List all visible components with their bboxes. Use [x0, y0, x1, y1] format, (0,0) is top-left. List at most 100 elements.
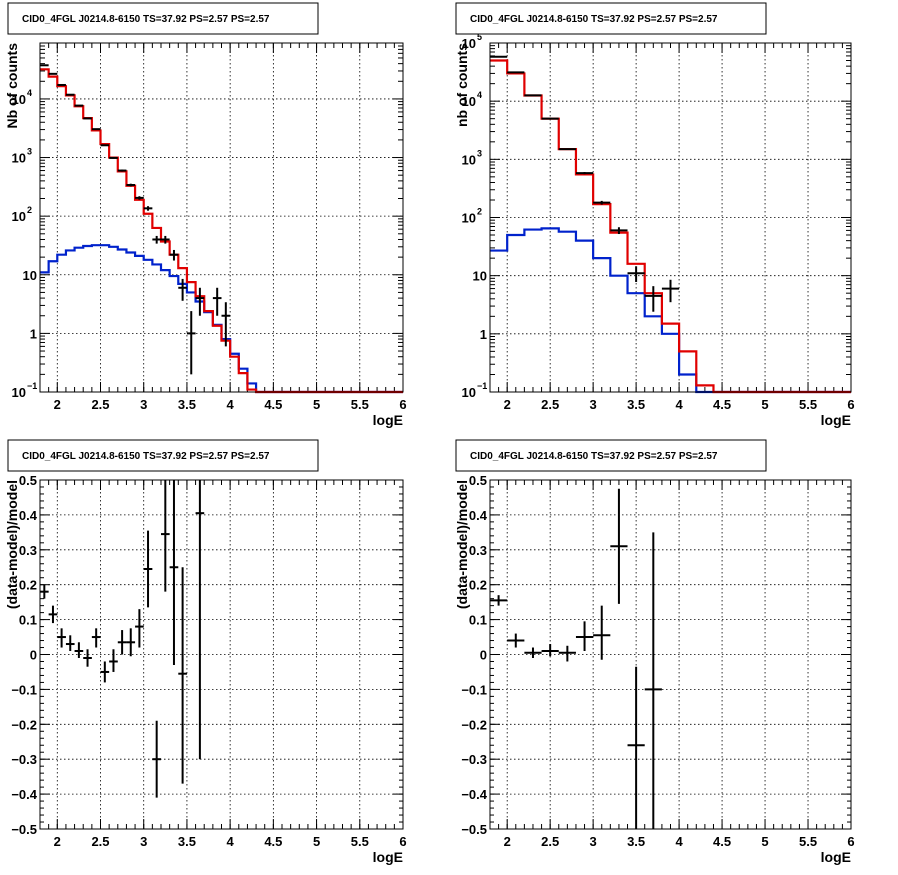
- data-point: [152, 720, 161, 798]
- data-point: [627, 666, 645, 829]
- data-point: [610, 227, 628, 235]
- x-axis-title: logE: [373, 412, 403, 428]
- y-tick-label: 10: [12, 151, 26, 166]
- y-tick-label: 0.3: [469, 543, 487, 558]
- x-tick-label: 4: [227, 834, 235, 849]
- x-axis-title: logE: [373, 849, 403, 865]
- data-point: [593, 200, 611, 205]
- y-tick-exponent: 5: [477, 32, 482, 42]
- data-point: [48, 605, 58, 624]
- y-tick-label: 1: [30, 326, 37, 341]
- data-point: [135, 196, 144, 200]
- data-point: [143, 206, 153, 211]
- x-tick-label: 4.5: [713, 397, 731, 412]
- data-point: [186, 311, 196, 375]
- y-tick-label: −0.5: [461, 822, 487, 837]
- data-point: [169, 480, 179, 665]
- x-tick-label: 5: [761, 834, 768, 849]
- y-tick-exponent: 2: [477, 207, 482, 217]
- x-tick-label: 3: [590, 397, 597, 412]
- chart-title: CID0_4FGL J0214.8-6150 TS=37.92 PS=2.57 …: [22, 451, 270, 462]
- title-box: [7, 2, 319, 35]
- x-tick-label: 6: [399, 834, 406, 849]
- component-model-histogram: [40, 244, 403, 394]
- data-point: [661, 279, 680, 303]
- y-tick-exponent: −1: [477, 381, 487, 391]
- data-point: [91, 628, 101, 648]
- x-tick-label: 3: [590, 834, 597, 849]
- total-model-histogram: [490, 59, 851, 394]
- plot-frame: [39, 42, 404, 393]
- data-point: [109, 156, 118, 159]
- title-box: [455, 439, 767, 472]
- data-point: [593, 605, 611, 660]
- data-point: [541, 644, 559, 657]
- chart-title: CID0_4FGL J0214.8-6150 TS=37.92 PS=2.57 …: [470, 14, 718, 25]
- data-point: [74, 642, 84, 658]
- panel-bottom-right: CID0_4FGL J0214.8-6150 TS=37.92 PS=2.57 …: [454, 439, 855, 865]
- x-axis-title: logE: [821, 412, 851, 428]
- x-tick-label: 3: [140, 834, 147, 849]
- y-tick-exponent: 3: [27, 147, 32, 157]
- y-tick-label: −0.4: [461, 787, 487, 802]
- chart-title: CID0_4FGL J0214.8-6150 TS=37.92 PS=2.57 …: [22, 14, 270, 25]
- y-axis-title: nb of counts: [454, 43, 470, 127]
- y-tick-label: −0.1: [11, 682, 37, 697]
- data-point: [575, 621, 594, 652]
- data-point: [558, 645, 576, 662]
- data-points: [40, 64, 231, 375]
- grid: [490, 43, 851, 392]
- data-points: [490, 55, 680, 312]
- data-point: [152, 235, 161, 244]
- y-tick-exponent: 4: [27, 88, 32, 98]
- x-tick-label: 2.5: [541, 397, 559, 412]
- grid: [40, 480, 403, 829]
- data-point: [135, 609, 144, 648]
- y-tick-label: 0: [30, 648, 37, 663]
- data-point: [126, 183, 136, 187]
- y-tick-exponent: 2: [27, 205, 32, 215]
- x-tick-label: 2: [504, 834, 511, 849]
- plot-frame: [489, 479, 852, 830]
- y-tick-label: −0.2: [461, 717, 487, 732]
- x-tick-label: 5: [313, 397, 320, 412]
- component-model-histogram: [490, 227, 851, 394]
- chart-title: CID0_4FGL J0214.8-6150 TS=37.92 PS=2.57 …: [470, 451, 718, 462]
- x-tick-label: 4.5: [264, 397, 282, 412]
- y-tick-label: 0.2: [469, 578, 487, 593]
- x-tick-label: 4: [675, 834, 683, 849]
- data-point: [83, 117, 92, 120]
- x-tick-label: 2.5: [541, 834, 559, 849]
- x-tick-label: 5.5: [351, 397, 369, 412]
- y-tick-label: 0.1: [469, 613, 487, 628]
- data-point: [627, 266, 645, 282]
- data-point: [195, 287, 205, 316]
- panel-top-right: CID0_4FGL J0214.8-6150 TS=37.92 PS=2.57 …: [454, 2, 855, 428]
- data-point: [91, 128, 101, 131]
- data-point: [558, 148, 576, 151]
- data-point: [40, 584, 49, 599]
- x-tick-label: 2.5: [91, 834, 109, 849]
- title-box: [455, 2, 767, 35]
- title-box: [7, 439, 319, 472]
- x-tick-label: 2: [54, 834, 61, 849]
- grid: [490, 480, 851, 829]
- x-tick-label: 5: [313, 834, 320, 849]
- data-point: [221, 302, 231, 347]
- y-tick-label: 10: [12, 385, 26, 400]
- y-tick-label: 10: [462, 211, 476, 226]
- data-point: [541, 117, 559, 120]
- plot-frame: [489, 42, 852, 393]
- y-tick-label: −0.4: [11, 787, 37, 802]
- y-tick-label: 10: [12, 92, 26, 107]
- data-point: [117, 630, 127, 655]
- y-tick-label: −0.3: [461, 752, 487, 767]
- data-point: [109, 649, 118, 672]
- y-tick-label: 1: [480, 327, 487, 342]
- y-tick-label: −0.3: [11, 752, 37, 767]
- y-tick-label: 0.4: [19, 508, 38, 523]
- x-tick-label: 2.5: [91, 397, 109, 412]
- x-axis-title: logE: [821, 849, 851, 865]
- y-tick-label: 10: [462, 152, 476, 167]
- data-point: [178, 278, 187, 301]
